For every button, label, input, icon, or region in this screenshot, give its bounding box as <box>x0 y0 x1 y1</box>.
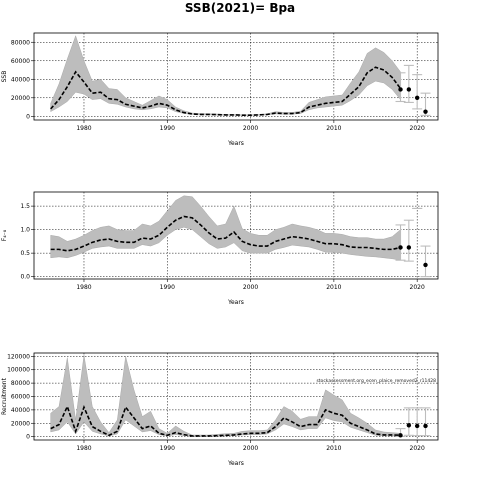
x-axis-label: Years <box>227 140 244 147</box>
chart-panel-2: 1980 1990 2000 2010 2020 0.0 0.5 1.0 1.5 Years F₄₋… <box>1 191 439 306</box>
forecast-point <box>406 423 412 428</box>
x-tick-label: 2010 <box>326 445 341 452</box>
y-tick-label: 40000 <box>11 76 30 83</box>
forecast-point <box>414 95 420 100</box>
x-tick-label: 1990 <box>160 445 175 452</box>
y-axis-label: SSB <box>1 71 8 83</box>
y-tick-label: 0 <box>26 434 30 441</box>
y-axis-label: Recruitment <box>1 377 8 415</box>
forecast-point <box>398 433 403 438</box>
x-tick-label: 2000 <box>243 445 258 452</box>
x-tick-label: 2000 <box>243 284 258 291</box>
y-tick-label: 100000 <box>7 367 30 374</box>
forecast-point <box>398 87 403 92</box>
x-tick-label: 2010 <box>326 125 341 132</box>
plot-frame <box>33 32 439 121</box>
y-tick-label: 60000 <box>11 394 30 401</box>
x-tick-label: 1980 <box>76 445 91 452</box>
y-tick-label: 20000 <box>11 420 30 427</box>
forecast-point <box>406 245 412 250</box>
y-tick-label: 20000 <box>11 95 30 102</box>
figure-title: SSB(2021)= Bpa <box>184 1 296 15</box>
x-axis-label: Years <box>227 460 244 467</box>
forecast-point <box>414 423 420 429</box>
x-tick-label: 2020 <box>410 445 425 452</box>
y-tick-label: 80000 <box>11 39 30 46</box>
confidence-band <box>50 35 401 116</box>
x-tick-label: 2010 <box>326 284 341 291</box>
y-tick-label: 60000 <box>11 58 30 65</box>
forecast-point <box>423 423 428 429</box>
y-tick-label: 120000 <box>7 353 30 360</box>
forecast-point <box>406 87 412 92</box>
x-tick-label: 1980 <box>76 284 91 291</box>
estimate-line <box>50 404 401 437</box>
y-tick-label: 80000 <box>11 380 30 387</box>
plot-frame <box>33 191 439 280</box>
chart-panel-1: 1980 1990 2000 2010 2020 0 20000 40000 60000 8000… <box>1 32 439 147</box>
forecast-point <box>423 109 428 114</box>
estimate-line <box>50 66 402 116</box>
x-tick-label: 2020 <box>410 125 425 132</box>
forecast-point <box>423 262 428 268</box>
y-tick-label: 0.0 <box>20 274 30 281</box>
estimate-line <box>50 215 401 252</box>
x-tick-label: 1990 <box>160 125 175 132</box>
x-tick-label: 2020 <box>410 284 425 291</box>
y-axis-label: F₄₋₈ <box>1 229 8 241</box>
x-tick-label: 1980 <box>76 125 91 132</box>
chart-panel-3: 1980 1990 2000 2010 2020 0 20000 40000 60000 8000… <box>1 352 439 467</box>
source-annotation: stockassessment.org_ecen_plaice_removed2… <box>316 378 436 384</box>
y-tick-label: 1.5 <box>20 203 30 210</box>
y-tick-label: 0.5 <box>20 250 30 257</box>
x-tick-label: 2000 <box>243 125 258 132</box>
x-axis-label: Years <box>227 299 244 306</box>
confidence-band <box>50 195 401 261</box>
forecast-point <box>398 245 403 250</box>
confidence-band <box>50 354 401 437</box>
y-tick-label: 40000 <box>11 407 30 414</box>
y-tick-label: 1.0 <box>20 227 30 234</box>
x-tick-label: 1990 <box>160 284 175 291</box>
y-tick-label: 0 <box>26 113 30 120</box>
